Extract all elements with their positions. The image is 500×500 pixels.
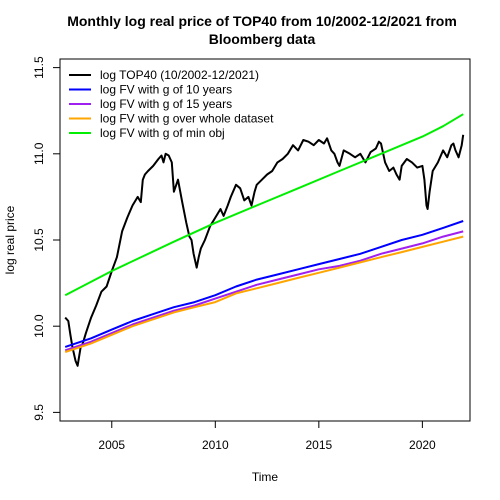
legend-label-3: log FV with g of 15 years [100,97,232,111]
legend-label-2: log FV with g of 10 years [100,83,232,97]
x-tick-label: 2015 [305,438,332,452]
x-tick-label: 2005 [98,438,125,452]
series-line-2 [64,220,464,348]
legend: log TOP40 (10/2002-12/2021)log FV with g… [69,68,274,140]
y-tick-label: 11.0 [32,142,46,165]
series-line-5 [64,113,464,297]
legend-label-5: log FV with g of min obj [100,126,225,140]
y-tick-label: 10.5 [32,228,46,252]
legend-label-4: log FV with g over whole dataset [100,112,274,126]
y-tick-label: 9.5 [32,404,46,421]
y-axis: 9.5 10.0 10.5 11.0 11.5 [32,56,61,421]
chart-title-line-2: Bloomberg data [209,31,316,47]
y-tick-label: 11.5 [32,56,46,79]
x-axis-label: Time [252,470,279,484]
y-tick-label: 10.0 [32,314,46,338]
series-line-4 [64,235,464,353]
y-axis-label: log real price [3,205,17,274]
x-axis: 2005 2010 2015 2020 [98,420,436,452]
x-tick-label: 2020 [409,438,436,452]
chart-title-line-1: Monthly log real price of TOP40 from 10/… [67,13,457,29]
series-layer [64,113,465,367]
x-tick-label: 2010 [202,438,229,452]
series-line-3 [64,230,464,352]
legend-label-1: log TOP40 (10/2002-12/2021) [100,68,259,82]
series-line-1 [64,134,465,367]
